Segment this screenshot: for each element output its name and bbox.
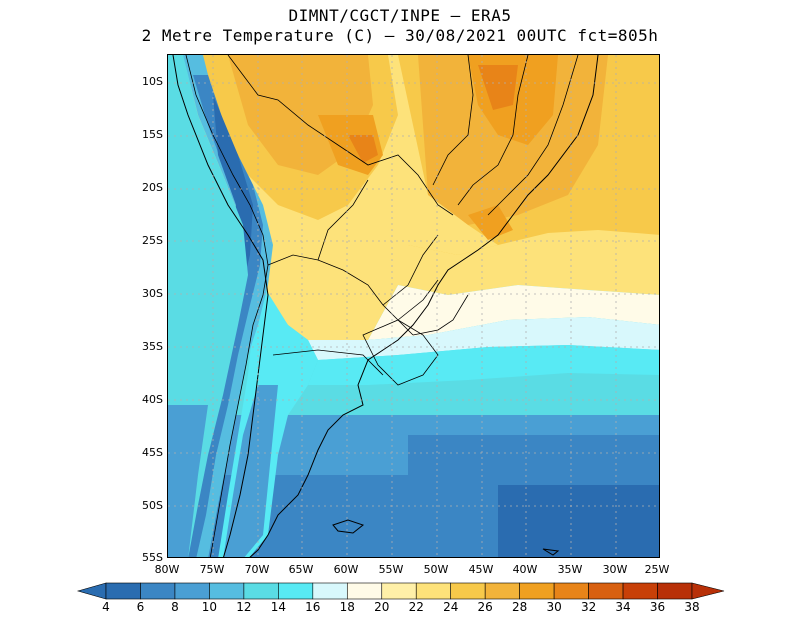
colorbar-swatch (622, 582, 658, 600)
colorbar-label: 6 (136, 600, 145, 614)
lon-label-80w: 80W (154, 563, 180, 576)
colorbar-label: 20 (374, 600, 390, 614)
colorbar-swatch (140, 582, 176, 600)
colorbar-swatch (105, 582, 141, 600)
lon-label-65w: 65W (288, 563, 314, 576)
temperature-map (167, 54, 660, 558)
colorbar-label: 18 (339, 600, 355, 614)
lon-label-50w: 50W (423, 563, 449, 576)
temperature-field (168, 55, 659, 557)
map-title-line2: 2 Metre Temperature (C) – 30/08/2021 00U… (141, 26, 659, 45)
lat-label-35s: 35S (142, 340, 163, 353)
colorbar-label: 16 (305, 600, 321, 614)
colorbar-label: 14 (270, 600, 286, 614)
lat-label-50s: 50S (142, 499, 163, 512)
lon-label-60w: 60W (333, 563, 359, 576)
colorbar-label: 24 (443, 600, 459, 614)
lon-label-70w: 70W (244, 563, 270, 576)
lon-label-35w: 35W (557, 563, 583, 576)
colorbar-swatch (174, 582, 210, 600)
colorbar-label: 26 (477, 600, 493, 614)
lat-label-55s: 55S (142, 551, 163, 564)
colorbar-label: 30 (546, 600, 562, 614)
lon-label-30w: 30W (602, 563, 628, 576)
colorbar-swatch (657, 582, 693, 600)
colorbar-swatch (588, 582, 624, 600)
country-borders (185, 55, 579, 557)
colorbar-label: 28 (512, 600, 528, 614)
lon-label-25w: 25W (644, 563, 670, 576)
colorbar-swatch (553, 582, 589, 600)
colorbar-label: 12 (236, 600, 252, 614)
colorbar-swatch (484, 582, 520, 600)
colorbar-label: 38 (684, 600, 700, 614)
colorbar (76, 582, 725, 600)
lat-label-10s: 10S (142, 75, 163, 88)
lat-label-45s: 45S (142, 446, 163, 459)
colorbar-swatch (381, 582, 417, 600)
lon-label-75w: 75W (199, 563, 225, 576)
lon-label-45w: 45W (468, 563, 494, 576)
map-title-line1: DIMNT/CGCT/INPE – ERA5 (288, 6, 512, 25)
colorbar-min-arrow (76, 582, 107, 600)
colorbar-label: 34 (615, 600, 631, 614)
graticule (168, 55, 659, 557)
colorbar-swatch (519, 582, 555, 600)
coastline (172, 55, 599, 557)
colorbar-swatch (415, 582, 452, 600)
colorbar-swatch (346, 582, 383, 600)
lon-label-40w: 40W (512, 563, 538, 576)
colorbar-swatch (243, 582, 279, 600)
lon-label-55w: 55W (378, 563, 404, 576)
colorbar-label: 22 (408, 600, 424, 614)
colorbar-label: 4 (102, 600, 110, 614)
lat-label-40s: 40S (142, 393, 163, 406)
lat-label-20s: 20S (142, 181, 163, 194)
colorbar-swatch (209, 582, 245, 600)
lat-label-30s: 30S (142, 287, 163, 300)
colorbar-label: 8 (171, 600, 179, 614)
colorbar-swatch (278, 582, 314, 600)
lat-label-25s: 25S (142, 234, 163, 247)
colorbar-label: 36 (649, 600, 666, 614)
colorbar-swatch (312, 582, 348, 600)
colorbar-label: 10 (201, 600, 218, 614)
colorbar-swatch (450, 582, 486, 600)
colorbar-label: 32 (580, 600, 597, 614)
lat-label-15s: 15S (142, 128, 163, 141)
colorbar-max-arrow (691, 582, 725, 600)
